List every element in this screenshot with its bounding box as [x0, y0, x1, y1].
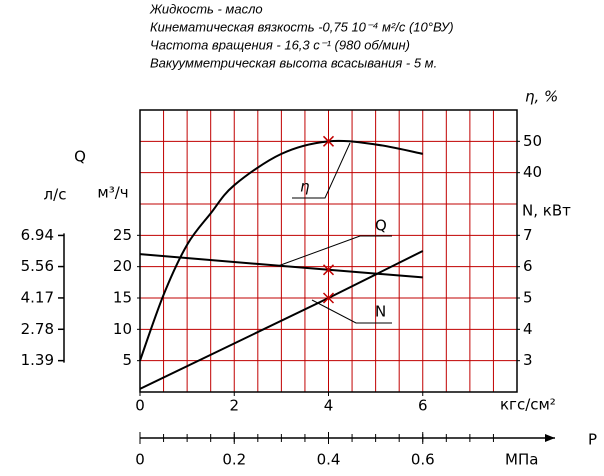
- y-tick-label: 20: [113, 257, 132, 275]
- x2-tick-label: 0: [135, 451, 145, 469]
- series-label: Q: [375, 217, 387, 235]
- note: Вакуумметрическая высота всасывания - 5 …: [150, 55, 437, 70]
- note: Кинематическая вязкость -0,75 10⁻⁴ м²/с …: [150, 19, 454, 34]
- leader-line: [292, 142, 351, 199]
- series-label: N: [375, 303, 386, 321]
- x-label: кгс/см²: [500, 396, 556, 414]
- y3-tick-label: 6: [523, 257, 533, 275]
- marker-cross: [322, 292, 335, 304]
- y-ls-tick-label: 5.56: [21, 257, 54, 275]
- y3-tick-label: 4: [523, 320, 533, 338]
- y2-tick-label: 40: [523, 163, 542, 181]
- series-line: [139, 139, 423, 362]
- y-label: м³/ч: [97, 184, 128, 202]
- x2-label: МПа: [505, 451, 538, 469]
- x2-arrow: [545, 434, 555, 442]
- y2-tick-label: 50: [523, 132, 542, 150]
- y3-tick-label: 5: [523, 289, 533, 307]
- x-tick-label: 2: [229, 397, 239, 415]
- y-tick-label: 15: [113, 289, 132, 307]
- series-label: η: [300, 178, 310, 196]
- leader-line: [277, 235, 392, 267]
- x-tick-label: 4: [324, 397, 334, 415]
- leader-line: [311, 299, 392, 324]
- y-ls-tick-label: 1.39: [21, 351, 54, 369]
- y-ls-tick-label: 2.78: [21, 320, 54, 338]
- x2-tick-label: 0.4: [317, 451, 341, 469]
- y-ls-tick-label: 4.17: [21, 288, 54, 306]
- y3-tick-label: 3: [523, 351, 533, 369]
- y-tick-label: 25: [113, 226, 132, 244]
- marker-cross: [322, 264, 335, 276]
- x2-tick-label: 0.2: [222, 451, 246, 469]
- y-ls-label: л/с: [44, 186, 67, 204]
- y2-label: η, %: [525, 88, 558, 106]
- x2-tick-label: 0.6: [411, 451, 435, 469]
- y3-tick-label: 7: [523, 226, 533, 244]
- marker-cross: [322, 135, 335, 147]
- y-title: Q: [74, 148, 86, 166]
- note: Жидкость - масло: [149, 1, 263, 16]
- y-tick-label: 10: [113, 320, 132, 338]
- y3-label: N, кВт: [522, 202, 571, 220]
- x-tick-label: 0: [135, 397, 145, 415]
- x-title: P: [588, 431, 597, 449]
- x-tick-label: 6: [418, 397, 428, 415]
- y-tick-label: 5: [122, 351, 132, 369]
- note: Частота вращения - 16,3 с⁻¹ (980 об/мин): [150, 37, 410, 52]
- y-ls-tick-label: 6.94: [21, 226, 54, 244]
